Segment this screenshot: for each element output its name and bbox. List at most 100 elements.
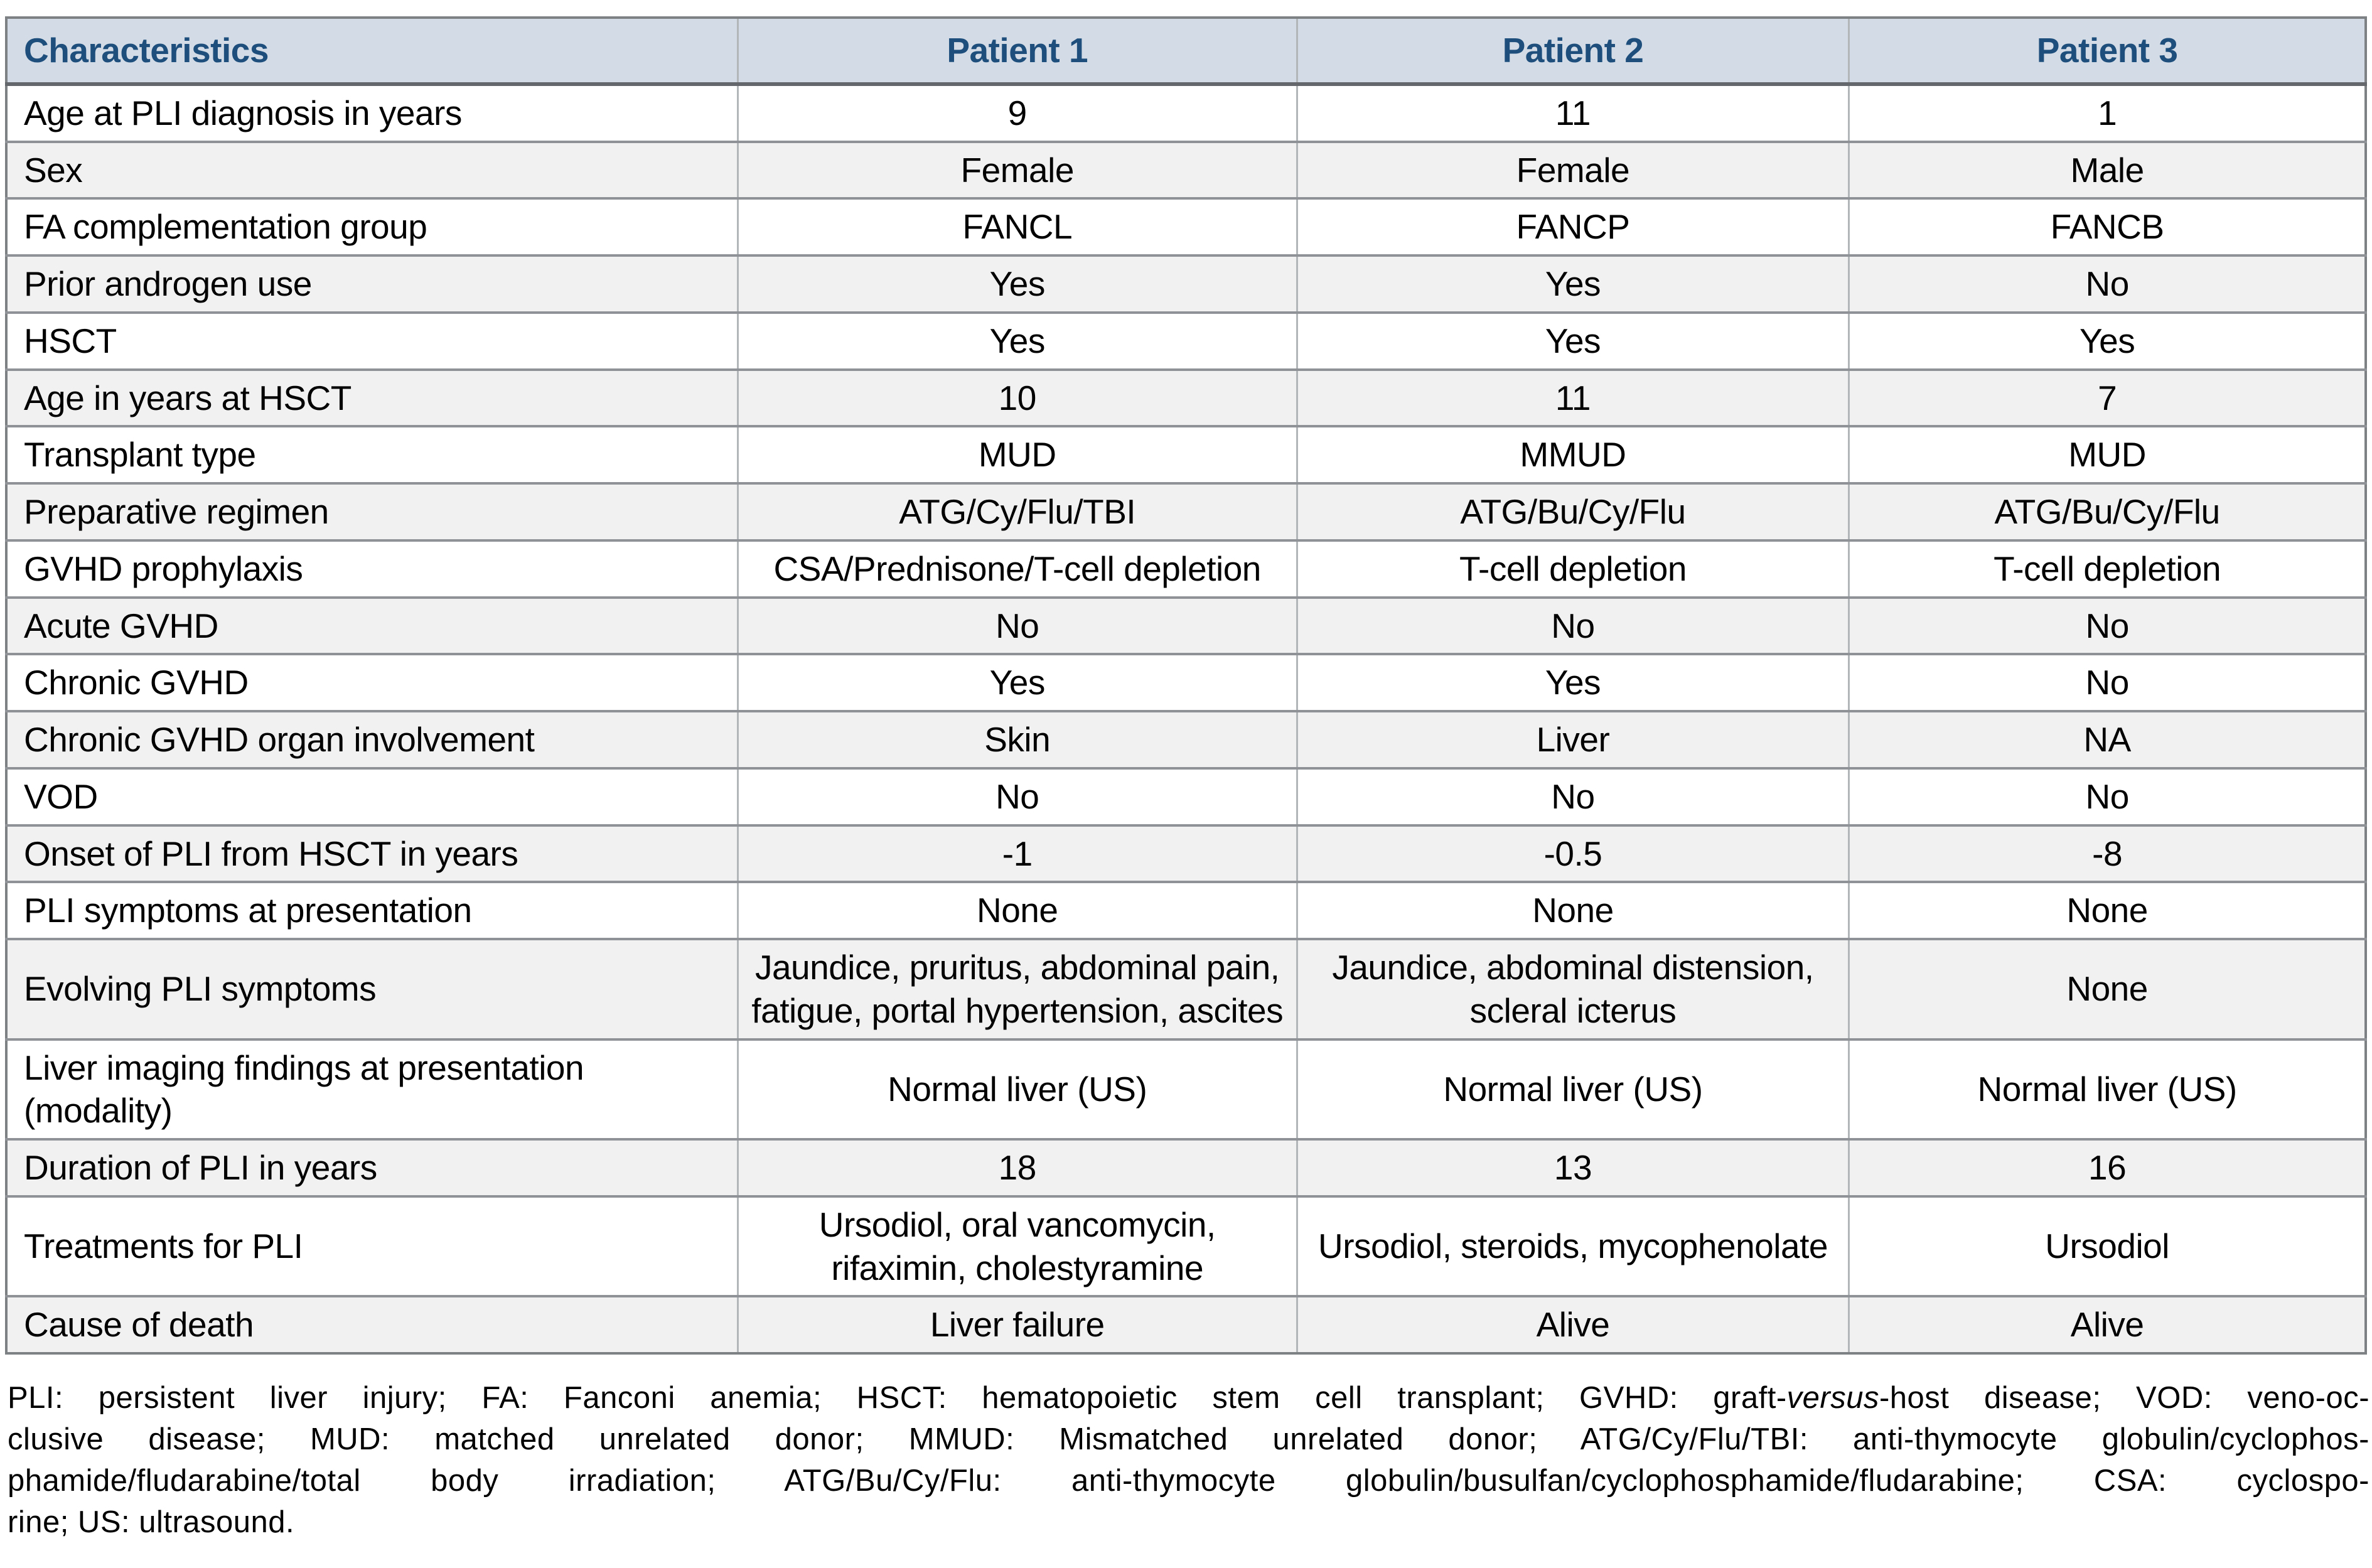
cell-value: FANCB bbox=[1848, 197, 2366, 255]
cell-value: No bbox=[1848, 254, 2366, 313]
table-row: Treatments for PLI Ursodiol, oral vancomy… bbox=[6, 1195, 2366, 1297]
row-label: Cause of death bbox=[6, 1295, 738, 1353]
patient-characteristics-table: Characteristics Patient 1 Patient 2 Pati… bbox=[5, 16, 2367, 1355]
cell-value: Alive bbox=[1296, 1295, 1849, 1353]
cell-value: 1 bbox=[1848, 82, 2366, 142]
cell-value: ATG/Bu/Cy/Flu bbox=[1848, 482, 2366, 540]
cell-value: None bbox=[736, 881, 1297, 939]
table-row: Chronic GVHD organ involvement Skin Liver N… bbox=[6, 710, 2366, 768]
cell-value: Ursodiol, steroids, mycophenolate bbox=[1296, 1195, 1849, 1297]
cell-value: FANCL bbox=[736, 197, 1297, 255]
cell-value: CSA/Prednisone/T-cell depletion bbox=[736, 539, 1297, 598]
footnote-line: PLI: persistent liver injury; FA: Fancon… bbox=[8, 1381, 2370, 1415]
cell-value: Normal liver (US) bbox=[736, 1038, 1297, 1139]
table-row: Evolving PLI symptoms Jaundice, pruritus,… bbox=[6, 938, 2366, 1039]
footnote-line: rine; US: ultrasound. bbox=[8, 1505, 295, 1539]
cell-value: 13 bbox=[1296, 1138, 1849, 1196]
cell-value: No bbox=[736, 596, 1297, 655]
cell-value: -0.5 bbox=[1296, 824, 1849, 883]
table-row: Transplant type MUD MMUD MUD bbox=[6, 425, 2366, 483]
cell-value: None bbox=[1296, 881, 1849, 939]
row-label: Prior androgen use bbox=[6, 254, 738, 313]
table-row: Sex Female Female Male bbox=[6, 140, 2366, 199]
table-row: FA complementation group FANCL FANCP FANCB bbox=[6, 197, 2366, 255]
row-label: GVHD prophylaxis bbox=[6, 539, 738, 598]
cell-value: Normal liver (US) bbox=[1848, 1038, 2366, 1139]
table-row: VOD No No No bbox=[6, 766, 2366, 825]
cell-value: Ursodiol, oral vancomycin, rifaximin, ch… bbox=[736, 1195, 1297, 1297]
table-row: Onset of PLI from HSCT in years -1 -0.5 -8 bbox=[6, 824, 2366, 883]
row-label: Sex bbox=[6, 140, 738, 199]
cell-value: ATG/Bu/Cy/Flu bbox=[1296, 482, 1849, 540]
cell-value: 9 bbox=[736, 82, 1297, 142]
cell-value: Yes bbox=[1296, 653, 1849, 711]
cell-value: None bbox=[1848, 938, 2366, 1039]
table-header: Characteristics Patient 1 Patient 2 Pati… bbox=[6, 18, 2366, 86]
column-header-patient-2: Patient 2 bbox=[1296, 18, 1849, 86]
footnote-line: clusive disease; MUD: matched unrelated … bbox=[8, 1422, 2369, 1456]
table-row: Acute GVHD No No No bbox=[6, 596, 2366, 655]
cell-value: Liver failure bbox=[736, 1295, 1297, 1353]
table-row: Liver imaging findings at presentation (… bbox=[6, 1038, 2366, 1139]
column-header-patient-3: Patient 3 bbox=[1848, 18, 2366, 86]
row-label: Chronic GVHD bbox=[6, 653, 738, 711]
cell-value: ATG/Cy/Flu/TBI bbox=[736, 482, 1297, 540]
cell-value: MMUD bbox=[1296, 425, 1849, 483]
row-label: PLI symptoms at presentation bbox=[6, 881, 738, 939]
table-row: Age in years at HSCT 10 11 7 bbox=[6, 368, 2366, 427]
cell-value: Normal liver (US) bbox=[1296, 1038, 1849, 1139]
cell-value: Jaundice, abdominal distension, scleral … bbox=[1296, 938, 1849, 1039]
cell-value: Yes bbox=[736, 254, 1297, 313]
row-label: Age in years at HSCT bbox=[6, 368, 738, 427]
column-header-patient-1: Patient 1 bbox=[736, 18, 1297, 86]
header-row: Characteristics Patient 1 Patient 2 Pati… bbox=[6, 18, 2366, 86]
cell-value: Yes bbox=[736, 653, 1297, 711]
cell-value: Female bbox=[736, 140, 1297, 199]
cell-value: MUD bbox=[1848, 425, 2366, 483]
table-row: Age at PLI diagnosis in years 9 11 1 bbox=[6, 82, 2366, 142]
row-label: Transplant type bbox=[6, 425, 738, 483]
cell-value: None bbox=[1848, 881, 2366, 939]
abbreviations-footnote: PLI: persistent liver injury; FA: Fancon… bbox=[8, 1377, 2369, 1543]
cell-value: Ursodiol bbox=[1848, 1195, 2366, 1297]
cell-value: Yes bbox=[1296, 311, 1849, 370]
cell-value: T-cell depletion bbox=[1848, 539, 2366, 598]
cell-value: FANCP bbox=[1296, 197, 1849, 255]
cell-value: No bbox=[1848, 596, 2366, 655]
table-row: Preparative regimen ATG/Cy/Flu/TBI ATG/Bu/… bbox=[6, 482, 2366, 540]
row-label: Evolving PLI symptoms bbox=[6, 938, 738, 1039]
cell-value: 7 bbox=[1848, 368, 2366, 427]
cell-value: Yes bbox=[1296, 254, 1849, 313]
row-label: Onset of PLI from HSCT in years bbox=[6, 824, 738, 883]
cell-value: No bbox=[736, 766, 1297, 825]
cell-value: 11 bbox=[1296, 368, 1849, 427]
table-row: Chronic GVHD Yes Yes No bbox=[6, 653, 2366, 711]
cell-value: No bbox=[1296, 766, 1849, 825]
column-header-characteristics: Characteristics bbox=[6, 18, 738, 86]
table-row: Prior androgen use Yes Yes No bbox=[6, 254, 2366, 313]
cell-value: MUD bbox=[736, 425, 1297, 483]
row-label: Chronic GVHD organ involvement bbox=[6, 710, 738, 768]
table-row: Duration of PLI in years 18 13 16 bbox=[6, 1138, 2366, 1196]
cell-value: No bbox=[1848, 653, 2366, 711]
cell-value: Jaundice, pruritus, abdominal pain, fati… bbox=[736, 938, 1297, 1039]
cell-value: T-cell depletion bbox=[1296, 539, 1849, 598]
row-label: Duration of PLI in years bbox=[6, 1138, 738, 1196]
cell-value: No bbox=[1296, 596, 1849, 655]
table-row: HSCT Yes Yes Yes bbox=[6, 311, 2366, 370]
cell-value: Female bbox=[1296, 140, 1849, 199]
footnote-line: phamide/fludarabine/total body irradiati… bbox=[8, 1464, 2369, 1498]
row-label: HSCT bbox=[6, 311, 738, 370]
cell-value: 10 bbox=[736, 368, 1297, 427]
row-label: Liver imaging findings at presentation (… bbox=[6, 1038, 738, 1139]
row-label: Preparative regimen bbox=[6, 482, 738, 540]
cell-value: -8 bbox=[1848, 824, 2366, 883]
cell-value: Skin bbox=[736, 710, 1297, 768]
table-row: PLI symptoms at presentation None None None bbox=[6, 881, 2366, 939]
cell-value: Yes bbox=[736, 311, 1297, 370]
table-body: Age at PLI diagnosis in years 9 11 1 Sex Fema… bbox=[6, 82, 2366, 1353]
cell-value: Yes bbox=[1848, 311, 2366, 370]
cell-value: NA bbox=[1848, 710, 2366, 768]
cell-value: 16 bbox=[1848, 1138, 2366, 1196]
